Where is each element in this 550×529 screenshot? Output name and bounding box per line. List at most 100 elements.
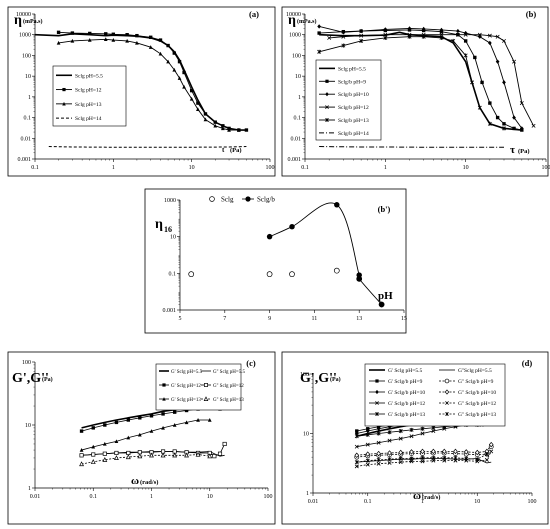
x-tick-label: 100 [542, 165, 550, 171]
data-point [317, 24, 322, 29]
y-axis-unit: (Pa) [42, 376, 53, 383]
y-axis-unit: (mPa.s) [297, 18, 317, 25]
data-point [420, 431, 425, 436]
data-point [356, 272, 362, 278]
x-tick-label: 1 [112, 165, 115, 171]
series-line [356, 446, 492, 458]
data-point [365, 442, 370, 447]
data-point [407, 26, 412, 31]
data-point [407, 34, 412, 39]
data-point [135, 33, 139, 38]
chart-panel-d: 0.01 0.1 1 10 100 100 10 1 G',G''(Pa) ω (rad/s) (d)… [281, 351, 549, 525]
y-axis-label: η [155, 217, 163, 232]
panel-frame [7, 6, 276, 177]
legend-label: Sclg/b pH=12 [338, 105, 369, 111]
data-point [365, 462, 370, 467]
data-point [104, 32, 108, 36]
series-line [329, 34, 534, 127]
data-point [207, 417, 212, 422]
x-tick-label: 0.01 [308, 499, 319, 505]
data-point [354, 452, 360, 459]
y-tick-label: 10 [25, 74, 31, 80]
data-point [431, 429, 436, 434]
data-point [376, 457, 381, 462]
x-axis-label: τ [510, 144, 515, 156]
x-tick-label: 13 [356, 316, 362, 322]
data-point [439, 32, 444, 37]
data-point [149, 429, 154, 433]
data-point [387, 460, 392, 465]
data-point [222, 441, 227, 447]
data-point [195, 107, 200, 112]
data-point [91, 426, 95, 430]
x-tick-label: 10 [463, 165, 469, 171]
legend-marker [325, 79, 329, 83]
data-point [398, 449, 404, 456]
data-point [474, 449, 480, 456]
data-point [103, 37, 108, 42]
data-point [188, 271, 195, 278]
x-tick-label: 100 [266, 165, 275, 171]
data-point [161, 425, 165, 430]
data-point [487, 40, 492, 46]
data-point [531, 123, 536, 128]
y-tick-label: 0.1 [169, 271, 177, 277]
data-point [376, 426, 381, 431]
legend-label: Sclg/b pH=14 [338, 131, 369, 137]
chart-panel-a: 0.1 1 10 100 10000 1000 100 10 1 0.1 0.01 0.001 η (mP… [7, 6, 276, 177]
series-2 [317, 24, 524, 131]
x-axis-unit: (rad/s) [422, 494, 440, 501]
data-point [266, 233, 273, 240]
legend-label: G'' Sclg/b pH=12 [458, 401, 496, 407]
data-point [172, 51, 176, 55]
data-point [488, 441, 494, 448]
legend-label: G' Sclg pH=5.5 [171, 370, 203, 375]
data-point [327, 35, 332, 40]
data-point [182, 84, 186, 89]
chart-panel-b: 0.1 1 10 100 10000 1000 100 10 1 0.1 0.01 0.001 η (mP… [281, 6, 550, 177]
legend-label: G' Sclg pH=12 [171, 384, 201, 389]
data-point [365, 451, 371, 457]
legend-label: G'' Sclg pH=5.5 [213, 370, 245, 375]
x-tick-label: 0.01 [30, 494, 41, 500]
data-point [125, 33, 129, 37]
series-5 [79, 451, 213, 467]
data-point [182, 70, 186, 75]
data-point [172, 410, 177, 414]
data-point [125, 38, 129, 43]
data-point [184, 452, 190, 458]
y-tick-label: 1 [298, 95, 301, 101]
x-tick-label: 10 [474, 499, 480, 505]
data-point [91, 444, 96, 449]
data-point [333, 267, 340, 274]
legend-label: G' Sclg pH=5.5 [388, 368, 422, 374]
data-point [221, 124, 225, 128]
data-point [114, 450, 119, 456]
data-point [149, 452, 154, 458]
legend: Sclg Sclg/b [209, 196, 275, 204]
y-tick-label: 100 [292, 53, 301, 59]
y-tick-label: 0.01 [21, 136, 32, 142]
data-point [102, 457, 108, 462]
data-point [512, 59, 517, 64]
data-point [149, 35, 153, 40]
x-axis-unit: (Pa) [230, 147, 242, 154]
legend-marker [444, 378, 450, 384]
series-1 [266, 202, 385, 308]
panel-label: (a) [249, 9, 259, 19]
panel-label: (c) [246, 358, 256, 368]
data-point [207, 453, 213, 459]
y-axis-unit: (Pa) [330, 376, 341, 383]
y-axis-label: η [288, 13, 296, 28]
data-point [227, 128, 231, 132]
series-line [81, 419, 210, 451]
data-point [113, 455, 119, 460]
legend-label: G'' Sclg pH=13 [213, 398, 244, 403]
data-point [366, 427, 370, 431]
data-point [354, 434, 359, 439]
data-point [79, 429, 84, 433]
data-point [420, 459, 425, 464]
data-point [172, 67, 177, 72]
data-point [126, 450, 131, 456]
data-point [359, 28, 364, 34]
